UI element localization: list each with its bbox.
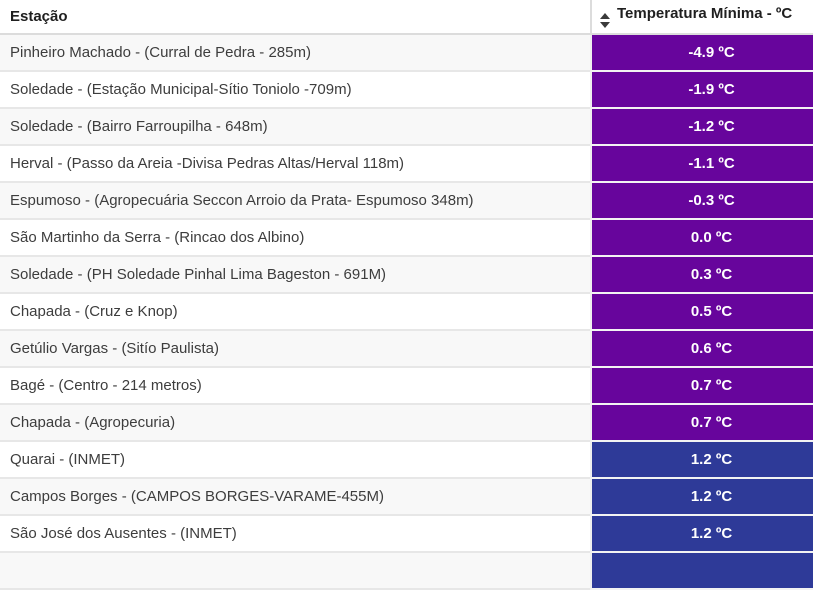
- table-row: Espumoso - (Agropecuária Seccon Arroio d…: [0, 183, 813, 220]
- temperature-value-cell: 1.2 ºC: [590, 516, 813, 553]
- temperature-value-cell: 1.2 ºC: [590, 442, 813, 479]
- station-name-cell: Soledade - (PH Soledade Pinhal Lima Bage…: [0, 257, 590, 294]
- sort-arrows-icon[interactable]: [600, 13, 610, 28]
- temperature-value-cell: [590, 553, 813, 590]
- temperature-value-cell: 0.7 ºC: [590, 405, 813, 442]
- temperature-value-cell: -4.9 ºC: [590, 35, 813, 72]
- station-name-cell: Chapada - (Agropecuria): [0, 405, 590, 442]
- temperature-value-cell: 0.7 ºC: [590, 368, 813, 405]
- temperature-value-cell: 1.2 ºC: [590, 479, 813, 516]
- table-row: Getúlio Vargas - (Sitío Paulista) 0.6 ºC: [0, 331, 813, 368]
- station-name-cell: Quarai - (INMET): [0, 442, 590, 479]
- table-row: Herval - (Passo da Areia -Divisa Pedras …: [0, 146, 813, 183]
- table-row: Soledade - (PH Soledade Pinhal Lima Bage…: [0, 257, 813, 294]
- column-header-station[interactable]: Estação: [0, 0, 590, 35]
- table-row: Pinheiro Machado - (Curral de Pedra - 28…: [0, 35, 813, 72]
- table-row: Chapada - (Agropecuria) 0.7 ºC: [0, 405, 813, 442]
- station-name-cell: Espumoso - (Agropecuária Seccon Arroio d…: [0, 183, 590, 220]
- column-header-temperature-label: Temperatura Mínima - ºC: [617, 5, 793, 22]
- station-name-cell: São Martinho da Serra - (Rincao dos Albi…: [0, 220, 590, 257]
- station-name-cell: Soledade - (Estação Municipal-Sítio Toni…: [0, 72, 590, 109]
- station-name-cell: Herval - (Passo da Areia -Divisa Pedras …: [0, 146, 590, 183]
- station-name-cell: Soledade - (Bairro Farroupilha - 648m): [0, 109, 590, 146]
- temperature-value-cell: -1.2 ºC: [590, 109, 813, 146]
- temperature-value-cell: 0.5 ºC: [590, 294, 813, 331]
- station-name-cell: Campos Borges - (CAMPOS BORGES-VARAME-45…: [0, 479, 590, 516]
- temperature-value-cell: -1.1 ºC: [590, 146, 813, 183]
- temperature-value-cell: 0.6 ºC: [590, 331, 813, 368]
- temperature-value-cell: -0.3 ºC: [590, 183, 813, 220]
- station-name-cell: São José dos Ausentes - (INMET): [0, 516, 590, 553]
- column-header-temperature[interactable]: Temperatura Mínima - ºC: [590, 0, 813, 35]
- table-row: São Martinho da Serra - (Rincao dos Albi…: [0, 220, 813, 257]
- table-row: [0, 553, 813, 590]
- station-name-cell: Chapada - (Cruz e Knop): [0, 294, 590, 331]
- table-row: Bagé - (Centro - 214 metros) 0.7 ºC: [0, 368, 813, 405]
- sort-down-triangle-icon: [600, 22, 610, 28]
- station-name-cell: Bagé - (Centro - 214 metros): [0, 368, 590, 405]
- temperature-value-cell: -1.9 ºC: [590, 72, 813, 109]
- station-name-cell: [0, 553, 590, 590]
- table-row: Soledade - (Estação Municipal-Sítio Toni…: [0, 72, 813, 109]
- table-row: São José dos Ausentes - (INMET) 1.2 ºC: [0, 516, 813, 553]
- station-name-cell: Getúlio Vargas - (Sitío Paulista): [0, 331, 590, 368]
- table-row: Quarai - (INMET) 1.2 ºC: [0, 442, 813, 479]
- table-row: Campos Borges - (CAMPOS BORGES-VARAME-45…: [0, 479, 813, 516]
- temperature-value-cell: 0.3 ºC: [590, 257, 813, 294]
- station-name-cell: Pinheiro Machado - (Curral de Pedra - 28…: [0, 35, 590, 72]
- sort-up-triangle-icon: [600, 13, 610, 19]
- table-header-row: Estação Temperatura Mínima - ºC: [0, 0, 813, 35]
- temperature-value-cell: 0.0 ºC: [590, 220, 813, 257]
- table-row: Chapada - (Cruz e Knop) 0.5 ºC: [0, 294, 813, 331]
- table-row: Soledade - (Bairro Farroupilha - 648m) -…: [0, 109, 813, 146]
